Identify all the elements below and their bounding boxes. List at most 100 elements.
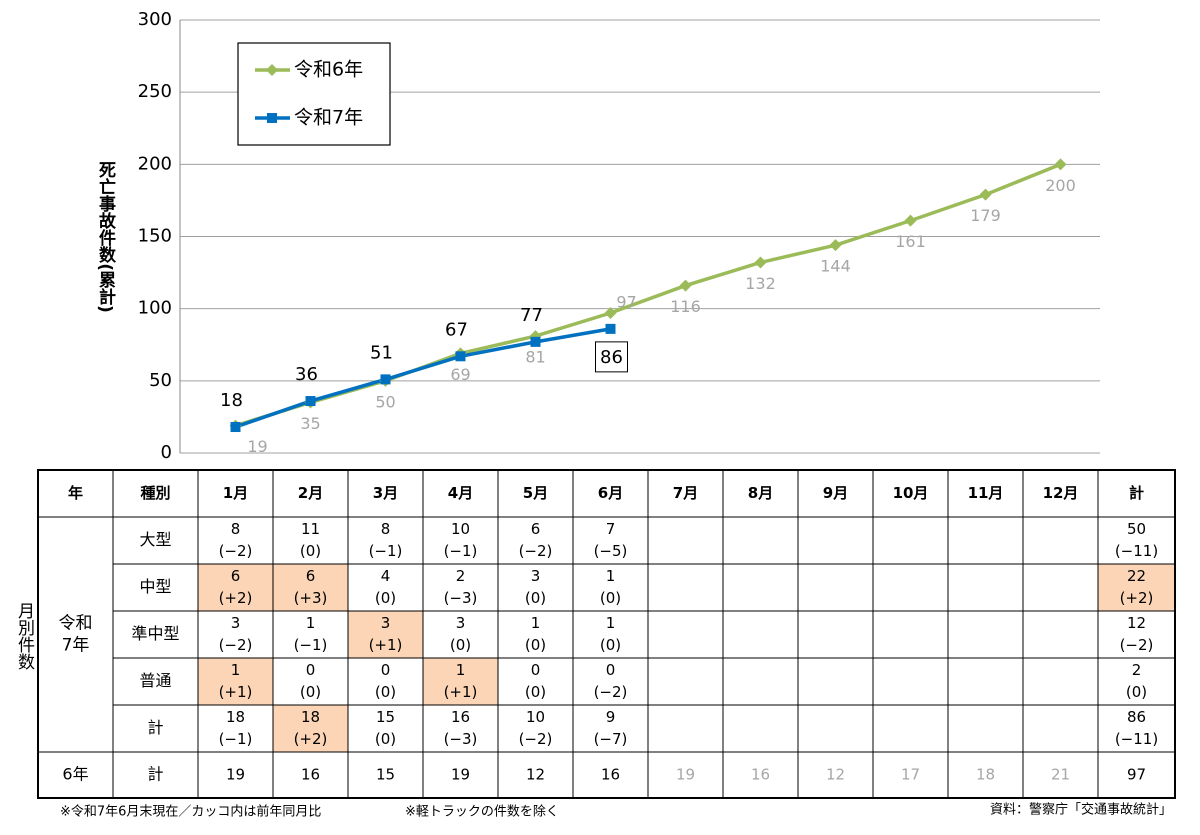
table-text: 15 [376, 766, 395, 784]
table-text: (0) [1126, 683, 1147, 701]
table-text: 0 [606, 661, 616, 679]
table-text: 1 [231, 661, 241, 679]
table-text: (0) [525, 683, 546, 701]
data-label: 132 [745, 274, 776, 293]
table-text: 12 [526, 766, 545, 784]
table-text: 6年 [62, 765, 88, 784]
highlight [273, 705, 348, 752]
highlight [198, 658, 273, 705]
highlight [1098, 564, 1175, 611]
table-text: 3 [531, 567, 541, 585]
table-text: 11 [301, 520, 320, 538]
table-text: 11月 [968, 484, 1004, 502]
table-text: 令和 [59, 614, 93, 634]
table-text: (0) [600, 589, 621, 607]
table-text: (−2) [519, 542, 553, 560]
table-text: 中型 [139, 577, 171, 596]
table-text: (−1) [444, 542, 478, 560]
table-text: (−5) [594, 542, 628, 560]
table-text: 1 [606, 567, 616, 585]
table-text: (−2) [594, 683, 628, 701]
data-label: 51 [370, 342, 393, 363]
table-text: (−11) [1115, 542, 1158, 560]
table-text: 1 [531, 614, 541, 632]
table-text: 3 [381, 614, 391, 632]
table-text: 年 [68, 484, 83, 502]
marker [904, 214, 917, 227]
data-label: 69 [450, 365, 470, 384]
table-text: 18 [976, 766, 995, 784]
data-label: 86 [600, 347, 623, 368]
table-text: (0) [525, 636, 546, 654]
table-text: 19 [676, 766, 695, 784]
table-text: (0) [375, 730, 396, 748]
table-text: 1 [606, 614, 616, 632]
table-text: 準中型 [131, 624, 179, 643]
data-label: 81 [525, 348, 545, 367]
table-text: (0) [375, 683, 396, 701]
table-text: (+3) [294, 589, 328, 607]
table-text: 3月 [373, 484, 398, 502]
y-tick-label: 250 [138, 81, 172, 102]
table-text: (+1) [369, 636, 403, 654]
table-text: (+2) [219, 589, 253, 607]
table-text: 16 [601, 766, 620, 784]
table-text: 6 [306, 567, 316, 585]
table-text: 1 [456, 661, 466, 679]
table-text: 1 [306, 614, 316, 632]
series-line [234, 327, 611, 429]
data-label: 35 [300, 414, 320, 433]
table-text: 16 [301, 766, 320, 784]
table-text: 大型 [139, 530, 171, 549]
marker [605, 323, 616, 334]
table-text: (−2) [219, 542, 253, 560]
data-label: 116 [670, 297, 701, 316]
table-text: 6 [231, 567, 241, 585]
table-text: (−3) [444, 730, 478, 748]
table-text: 12 [826, 766, 845, 784]
data-label: 67 [445, 319, 468, 340]
table-text: 12月 [1043, 484, 1079, 502]
table-text: 50 [1127, 520, 1146, 538]
data-label: 18 [220, 390, 243, 411]
table-text: 4 [381, 567, 391, 585]
marker [266, 64, 278, 76]
table-text: (0) [600, 636, 621, 654]
table-text: 7月 [673, 484, 698, 502]
table-text: 2月 [298, 484, 323, 502]
table-text: (−1) [294, 636, 328, 654]
table-text: 7年 [62, 636, 90, 656]
table-text: (+1) [219, 683, 253, 701]
table-text: (−1) [369, 542, 403, 560]
table-text: 7 [606, 520, 616, 538]
data-label: 144 [820, 257, 851, 276]
table-text: 6 [531, 520, 541, 538]
highlight [423, 658, 498, 705]
table-text: 16 [751, 766, 770, 784]
table-text: 9月 [823, 484, 848, 502]
source: 資料：警察庁「交通事故統計」 [990, 802, 1172, 818]
table-text: 2 [456, 567, 466, 585]
marker [1054, 158, 1067, 171]
table-text: (0) [375, 589, 396, 607]
table-text: 6月 [598, 484, 623, 502]
table-text: (+2) [1120, 589, 1154, 607]
table-text: (0) [450, 636, 471, 654]
table-text: 2 [1132, 661, 1142, 679]
table-text: 19 [226, 766, 245, 784]
marker [679, 279, 692, 292]
highlight [273, 564, 348, 611]
table-text: 10 [451, 520, 470, 538]
y-tick-label: 150 [138, 226, 172, 247]
marker [380, 374, 391, 385]
data-label: 179 [970, 206, 1001, 225]
table-text: (−2) [219, 636, 253, 654]
table-text: 19 [451, 766, 470, 784]
marker [230, 422, 241, 433]
table-text: 86 [1127, 708, 1146, 726]
table-text: 種別 [140, 484, 170, 502]
table-text: 8月 [748, 484, 773, 502]
table-text: 16 [451, 708, 470, 726]
table-text: 3 [456, 614, 466, 632]
marker [305, 396, 316, 407]
